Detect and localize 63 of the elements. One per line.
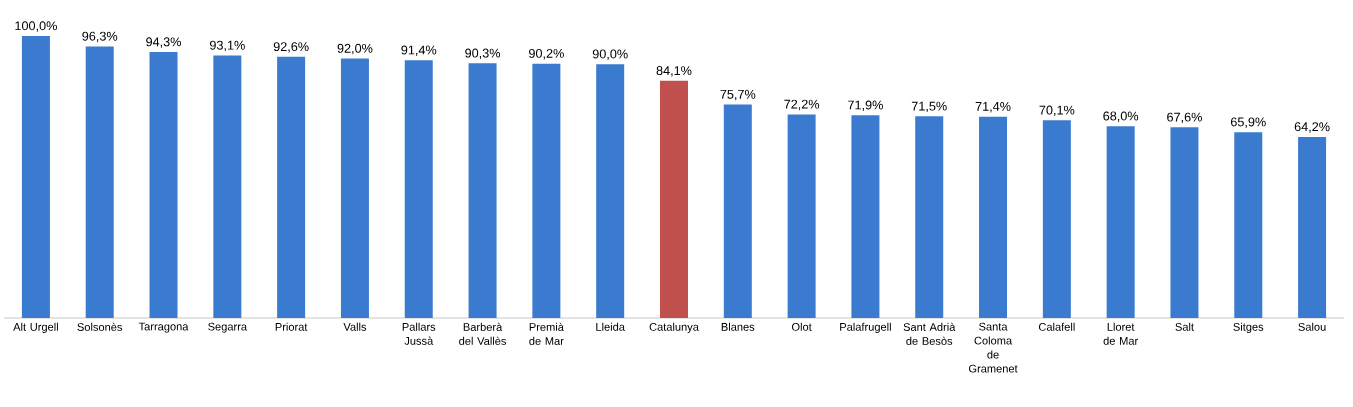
- bar: [468, 63, 497, 318]
- bar: [1234, 132, 1263, 318]
- bar: [1298, 136, 1327, 318]
- x-tick-label: Palafrugell: [840, 322, 891, 334]
- x-tick-label: Sitges: [1233, 322, 1264, 334]
- x-tick-label: Lleida: [596, 322, 625, 331]
- x-tick-label: Segarra: [208, 322, 248, 333]
- data-label: 91,4%: [401, 45, 437, 56]
- data-label: 75,7%: [720, 89, 756, 101]
- data-label: 71,9%: [848, 100, 883, 111]
- x-tick-label: Tarragona: [138, 322, 189, 333]
- bar: [213, 55, 242, 318]
- data-label: 92,6%: [273, 42, 309, 53]
- bar: [787, 114, 816, 318]
- data-label: 90,2%: [529, 48, 564, 60]
- bar: [851, 115, 880, 318]
- x-tick-label: Solsonès: [77, 322, 123, 331]
- x-tick-label: Barberà del Vallès: [459, 322, 507, 345]
- bar: [277, 56, 306, 318]
- data-label: 96,3%: [82, 31, 118, 43]
- x-tick-label: Olot: [791, 322, 812, 331]
- data-label: 84,1%: [656, 66, 692, 77]
- data-label: 67,6%: [1167, 112, 1202, 124]
- data-label: 71,5%: [911, 101, 947, 113]
- data-label: 64,2%: [1294, 122, 1330, 133]
- x-tick-label: Catalunya: [649, 322, 699, 334]
- data-label: 90,3%: [465, 48, 501, 60]
- x-tick-label: Priorat: [275, 322, 308, 331]
- data-label: 71,4%: [975, 101, 1011, 113]
- x-tick-label: Premià de Mar: [529, 322, 564, 345]
- data-label: 90,0%: [592, 49, 628, 60]
- x-tick-label: Blanes: [721, 322, 755, 331]
- x-tick-label: Calafell: [1038, 322, 1075, 331]
- bar: [596, 64, 625, 318]
- bar: [1042, 120, 1071, 318]
- data-label: 92,0%: [337, 43, 373, 55]
- bar: [21, 35, 50, 318]
- bar: [1106, 126, 1135, 318]
- x-tick-label: Valls: [343, 322, 367, 331]
- bar: [1170, 127, 1199, 318]
- bar: [723, 104, 752, 318]
- data-label: 72,2%: [784, 99, 820, 111]
- bar: [915, 116, 944, 318]
- data-label: 94,3%: [146, 37, 182, 48]
- bar: [340, 58, 369, 318]
- x-tick-label: Santa Coloma de Gramenet: [969, 322, 1018, 373]
- bar: [532, 63, 561, 318]
- x-tick-label: Salt: [1175, 322, 1194, 331]
- x-tick-label: Alt Urgell: [13, 322, 58, 334]
- data-label: 100,0%: [15, 21, 57, 32]
- data-label: 93,1%: [209, 40, 245, 52]
- bar: [404, 60, 433, 318]
- bar: [85, 46, 114, 318]
- data-label: 70,1%: [1039, 105, 1075, 117]
- x-tick-label: Sant Adrià de Besòs: [903, 322, 956, 345]
- data-label: 68,0%: [1103, 111, 1139, 122]
- x-tick-label: Salou: [1298, 322, 1326, 331]
- x-tick-label: Pallars Jussà: [402, 322, 436, 345]
- bar: [660, 80, 688, 318]
- x-tick-label: Lloret de Mar: [1103, 322, 1138, 345]
- bar: [149, 52, 178, 318]
- data-label: 65,9%: [1230, 117, 1266, 128]
- bar: [979, 116, 1008, 318]
